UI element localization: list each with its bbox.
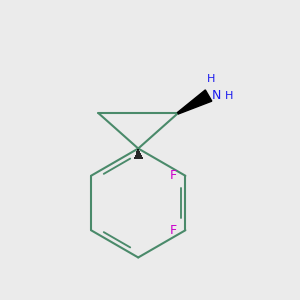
Text: H: H [207, 74, 216, 84]
Polygon shape [178, 90, 212, 114]
Text: N: N [212, 89, 221, 102]
Text: H: H [225, 91, 233, 100]
Text: F: F [169, 169, 177, 182]
Text: F: F [169, 224, 177, 237]
